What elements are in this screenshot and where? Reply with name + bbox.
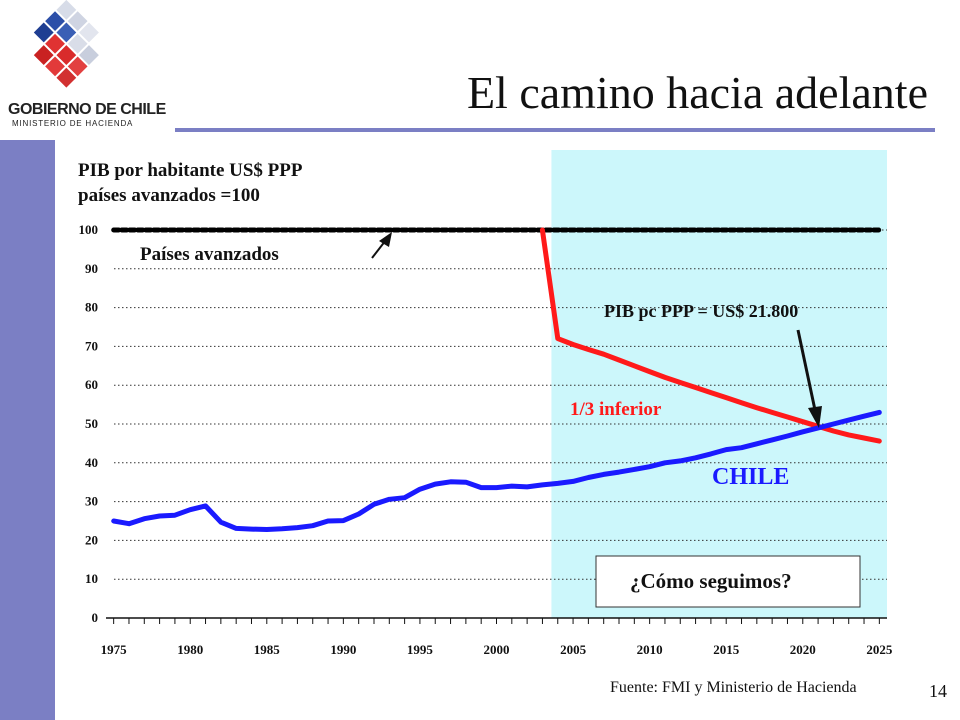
x-tick-label: 1980 [177, 642, 203, 657]
label-pib-note: PIB pc PPP = US$ 21.800 [604, 301, 798, 321]
x-tick-label: 2015 [713, 642, 740, 657]
y-tick-label: 80 [85, 300, 98, 315]
question-box [595, 555, 861, 608]
arrowhead-advanced [379, 232, 392, 247]
y-tick-label: 0 [92, 610, 99, 625]
gobierno-logo-icon [33, 0, 99, 88]
x-tick-label: 2005 [560, 642, 587, 657]
chart-subtitle: PIB por habitante US$ PPP países avanzad… [78, 158, 303, 208]
x-tick-label: 2000 [484, 642, 510, 657]
arrowhead-pib [808, 406, 822, 428]
chart-subtitle-line2: países avanzados =100 [78, 185, 260, 206]
y-tick-label: 10 [85, 571, 98, 586]
label-chile: CHILE [712, 464, 789, 490]
logo-text-ministerio: MINISTERIO DE HACIENDA [12, 119, 134, 128]
logo-text-gobierno: GOBIERNO DE CHILE [8, 101, 166, 118]
y-tick-label: 50 [85, 416, 98, 431]
series-line-chile [111, 409, 882, 532]
x-tick-label: 1990 [330, 642, 356, 657]
label-como-seguimos: ¿Cómo seguimos? [630, 569, 792, 593]
y-tick-label: 20 [85, 532, 98, 547]
header-rule [175, 128, 935, 132]
y-tick-label: 90 [85, 261, 98, 276]
label-tercio-inferior: 1/3 inferior [570, 399, 662, 420]
x-tick-label: 2010 [637, 642, 663, 657]
projection-shading [551, 150, 887, 618]
chart-subtitle-line1: PIB por habitante US$ PPP [78, 160, 303, 181]
arrow-pib [796, 329, 817, 411]
x-tick-label: 1985 [254, 642, 281, 657]
x-tick-label: 2020 [790, 642, 816, 657]
y-tick-label: 70 [85, 338, 98, 353]
y-tick-label: 30 [85, 494, 98, 509]
slide-title: El camino hacia adelante [466, 67, 928, 118]
y-tick-label: 60 [85, 377, 98, 392]
label-paises-avanzados: Países avanzados [140, 244, 279, 265]
source-note: Fuente: FMI y Ministerio de Hacienda [610, 679, 857, 696]
logo-area: GOBIERNO DE CHILE MINISTERIO DE HACIENDA [0, 0, 175, 140]
x-tick-label: 1995 [407, 642, 434, 657]
y-tick-label: 40 [85, 455, 98, 470]
page-number: 14 [929, 681, 947, 701]
y-tick-label: 100 [79, 222, 99, 237]
x-tick-label: 2025 [866, 642, 893, 657]
x-tick-label: 1975 [101, 642, 128, 657]
